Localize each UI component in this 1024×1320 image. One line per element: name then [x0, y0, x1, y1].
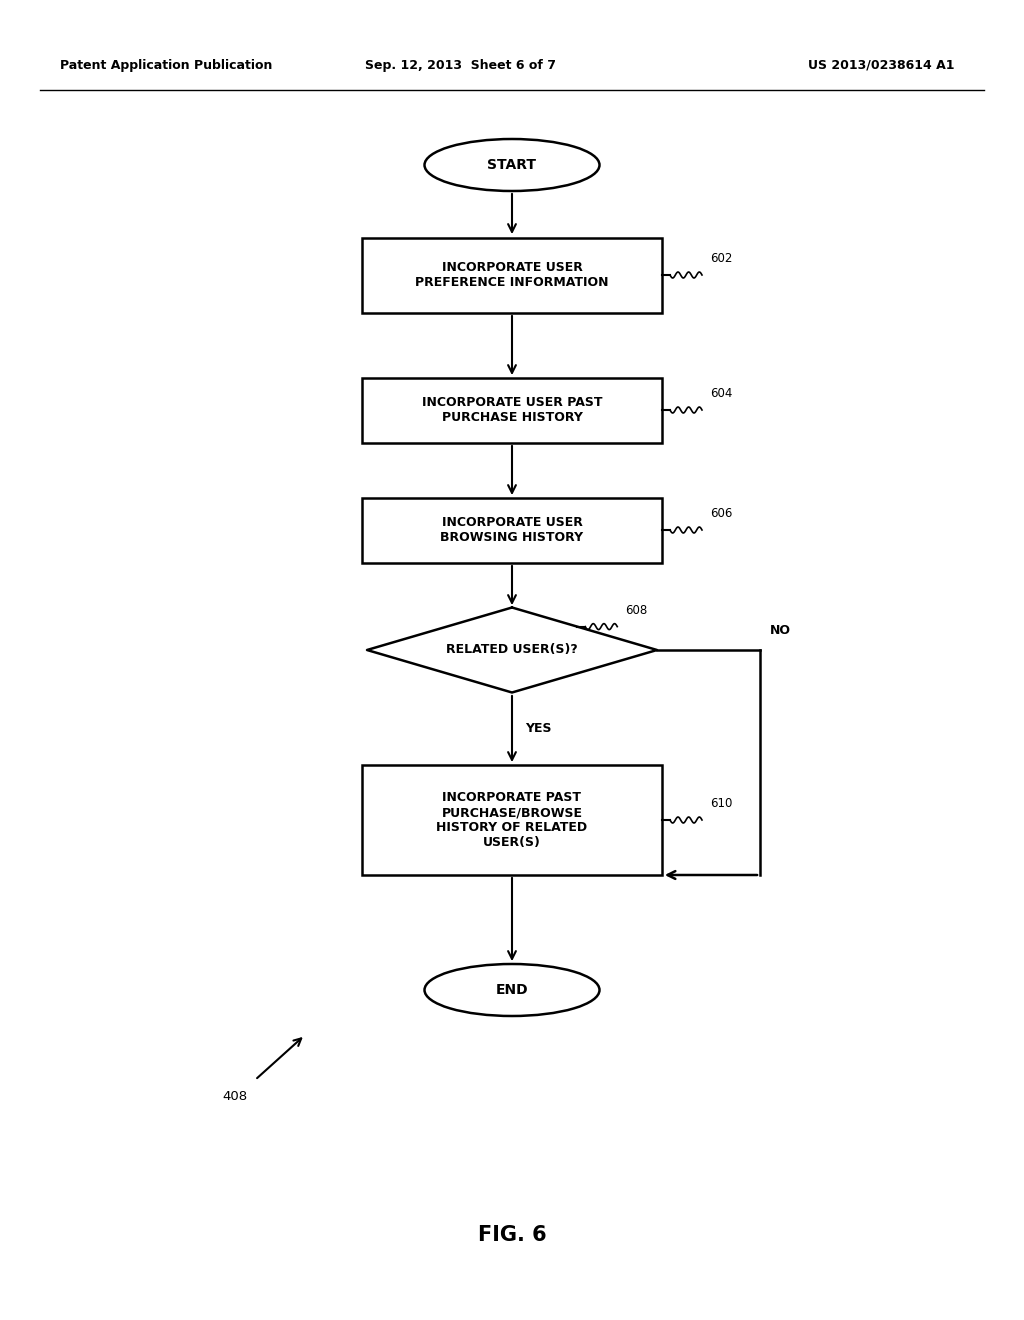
Text: FIG. 6: FIG. 6	[477, 1225, 547, 1245]
Text: INCORPORATE USER PAST
PURCHASE HISTORY: INCORPORATE USER PAST PURCHASE HISTORY	[422, 396, 602, 424]
Text: START: START	[487, 158, 537, 172]
Text: 608: 608	[626, 603, 647, 616]
Text: Sep. 12, 2013  Sheet 6 of 7: Sep. 12, 2013 Sheet 6 of 7	[366, 58, 556, 71]
Text: INCORPORATE PAST
PURCHASE/BROWSE
HISTORY OF RELATED
USER(S): INCORPORATE PAST PURCHASE/BROWSE HISTORY…	[436, 791, 588, 849]
Text: Patent Application Publication: Patent Application Publication	[60, 58, 272, 71]
Text: END: END	[496, 983, 528, 997]
Text: 610: 610	[710, 797, 732, 810]
Text: US 2013/0238614 A1: US 2013/0238614 A1	[808, 58, 954, 71]
Text: INCORPORATE USER
BROWSING HISTORY: INCORPORATE USER BROWSING HISTORY	[440, 516, 584, 544]
Text: INCORPORATE USER
PREFERENCE INFORMATION: INCORPORATE USER PREFERENCE INFORMATION	[416, 261, 608, 289]
Text: 408: 408	[222, 1090, 248, 1104]
Text: NO: NO	[770, 623, 791, 636]
Text: 602: 602	[710, 252, 732, 265]
Text: 604: 604	[710, 387, 732, 400]
Text: YES: YES	[525, 722, 552, 734]
Text: RELATED USER(S)?: RELATED USER(S)?	[446, 644, 578, 656]
Text: 606: 606	[710, 507, 732, 520]
